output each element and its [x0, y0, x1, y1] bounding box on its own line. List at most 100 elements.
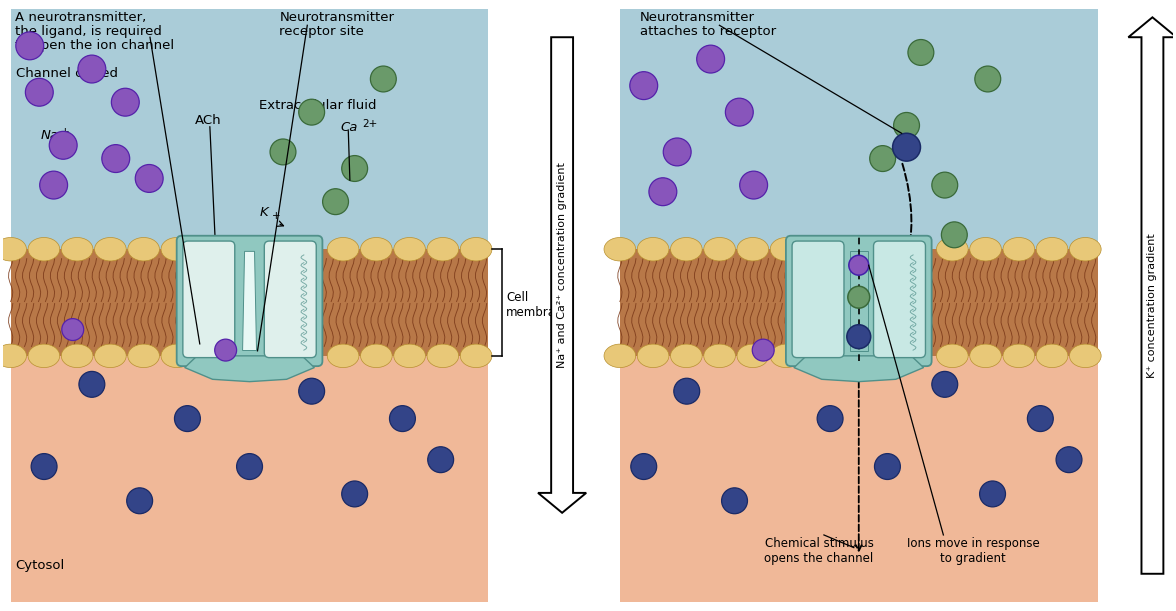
Ellipse shape	[670, 344, 702, 368]
Text: ACh: ACh	[195, 114, 221, 127]
Polygon shape	[794, 356, 923, 382]
Circle shape	[817, 406, 843, 431]
Ellipse shape	[0, 238, 27, 261]
Circle shape	[40, 171, 67, 199]
Circle shape	[389, 406, 415, 431]
Text: Channel closed: Channel closed	[15, 67, 118, 80]
Circle shape	[215, 339, 236, 361]
Ellipse shape	[1003, 344, 1035, 368]
Text: A neurotransmitter,: A neurotransmitter,	[14, 12, 146, 24]
Polygon shape	[11, 9, 488, 356]
Circle shape	[894, 112, 920, 138]
Text: 2+: 2+	[362, 119, 377, 129]
Ellipse shape	[128, 238, 160, 261]
Ellipse shape	[327, 238, 359, 261]
Circle shape	[696, 45, 724, 73]
Circle shape	[847, 324, 870, 349]
Circle shape	[428, 447, 454, 473]
Ellipse shape	[394, 238, 426, 261]
Text: +: +	[273, 211, 281, 221]
FancyBboxPatch shape	[176, 236, 322, 366]
FancyBboxPatch shape	[874, 241, 926, 357]
Ellipse shape	[770, 344, 802, 368]
Circle shape	[15, 32, 44, 60]
Ellipse shape	[1003, 238, 1035, 261]
Circle shape	[127, 488, 153, 514]
Circle shape	[26, 78, 53, 106]
Ellipse shape	[1069, 238, 1101, 261]
Ellipse shape	[703, 238, 735, 261]
Circle shape	[893, 133, 921, 161]
Ellipse shape	[703, 344, 735, 368]
Ellipse shape	[161, 238, 193, 261]
Ellipse shape	[604, 238, 636, 261]
Ellipse shape	[1036, 344, 1068, 368]
Circle shape	[740, 171, 768, 199]
Text: receptor site: receptor site	[280, 25, 365, 38]
Ellipse shape	[94, 238, 126, 261]
Text: Ca: Ca	[340, 121, 358, 134]
Polygon shape	[11, 249, 488, 602]
Ellipse shape	[460, 344, 492, 368]
Text: Chemical stimulus
opens the channel: Chemical stimulus opens the channel	[764, 537, 874, 565]
Circle shape	[663, 138, 691, 166]
Circle shape	[941, 222, 968, 248]
Circle shape	[975, 66, 1001, 92]
Circle shape	[342, 156, 368, 181]
Polygon shape	[620, 249, 1097, 356]
Circle shape	[62, 318, 83, 340]
Text: Ions move in response
to gradient: Ions move in response to gradient	[907, 537, 1040, 565]
Ellipse shape	[327, 344, 359, 368]
Ellipse shape	[427, 344, 459, 368]
Ellipse shape	[361, 344, 392, 368]
Ellipse shape	[61, 344, 93, 368]
Circle shape	[322, 189, 348, 214]
Circle shape	[649, 178, 677, 206]
Text: Neurotransmitter: Neurotransmitter	[280, 12, 394, 24]
Polygon shape	[620, 249, 1097, 602]
Ellipse shape	[970, 238, 1002, 261]
Circle shape	[674, 378, 700, 404]
Circle shape	[102, 145, 129, 172]
Ellipse shape	[361, 238, 392, 261]
Circle shape	[726, 98, 754, 126]
Text: +: +	[61, 127, 71, 137]
Ellipse shape	[637, 344, 669, 368]
Circle shape	[135, 164, 163, 192]
Ellipse shape	[128, 344, 160, 368]
Circle shape	[1028, 406, 1054, 431]
Ellipse shape	[770, 238, 802, 261]
Circle shape	[299, 99, 325, 125]
Text: K⁺ concentration gradient: K⁺ concentration gradient	[1148, 233, 1157, 378]
Text: Cell: Cell	[507, 291, 529, 304]
Polygon shape	[242, 251, 256, 351]
Polygon shape	[11, 249, 488, 356]
Circle shape	[299, 378, 325, 404]
Circle shape	[931, 371, 957, 397]
Circle shape	[875, 453, 901, 480]
Circle shape	[931, 172, 957, 198]
Ellipse shape	[936, 238, 968, 261]
Text: Na⁺ and Ca²⁺ concentration gradient: Na⁺ and Ca²⁺ concentration gradient	[557, 162, 567, 368]
Circle shape	[370, 66, 396, 92]
Circle shape	[980, 481, 1005, 507]
Text: Extracellular fluid: Extracellular fluid	[259, 99, 376, 112]
Ellipse shape	[1069, 344, 1101, 368]
Circle shape	[1056, 447, 1082, 473]
Ellipse shape	[637, 238, 669, 261]
Ellipse shape	[0, 344, 27, 368]
Text: Cytosol: Cytosol	[15, 559, 65, 572]
Text: membrane: membrane	[507, 306, 572, 319]
Ellipse shape	[737, 344, 769, 368]
Circle shape	[79, 371, 105, 397]
Ellipse shape	[28, 238, 60, 261]
Ellipse shape	[1036, 238, 1068, 261]
Circle shape	[870, 145, 896, 172]
Ellipse shape	[161, 344, 193, 368]
Circle shape	[78, 55, 106, 83]
Text: the ligand, is required: the ligand, is required	[14, 25, 161, 38]
Ellipse shape	[61, 238, 93, 261]
Circle shape	[630, 453, 656, 480]
Ellipse shape	[394, 344, 426, 368]
Text: K: K	[260, 207, 268, 219]
